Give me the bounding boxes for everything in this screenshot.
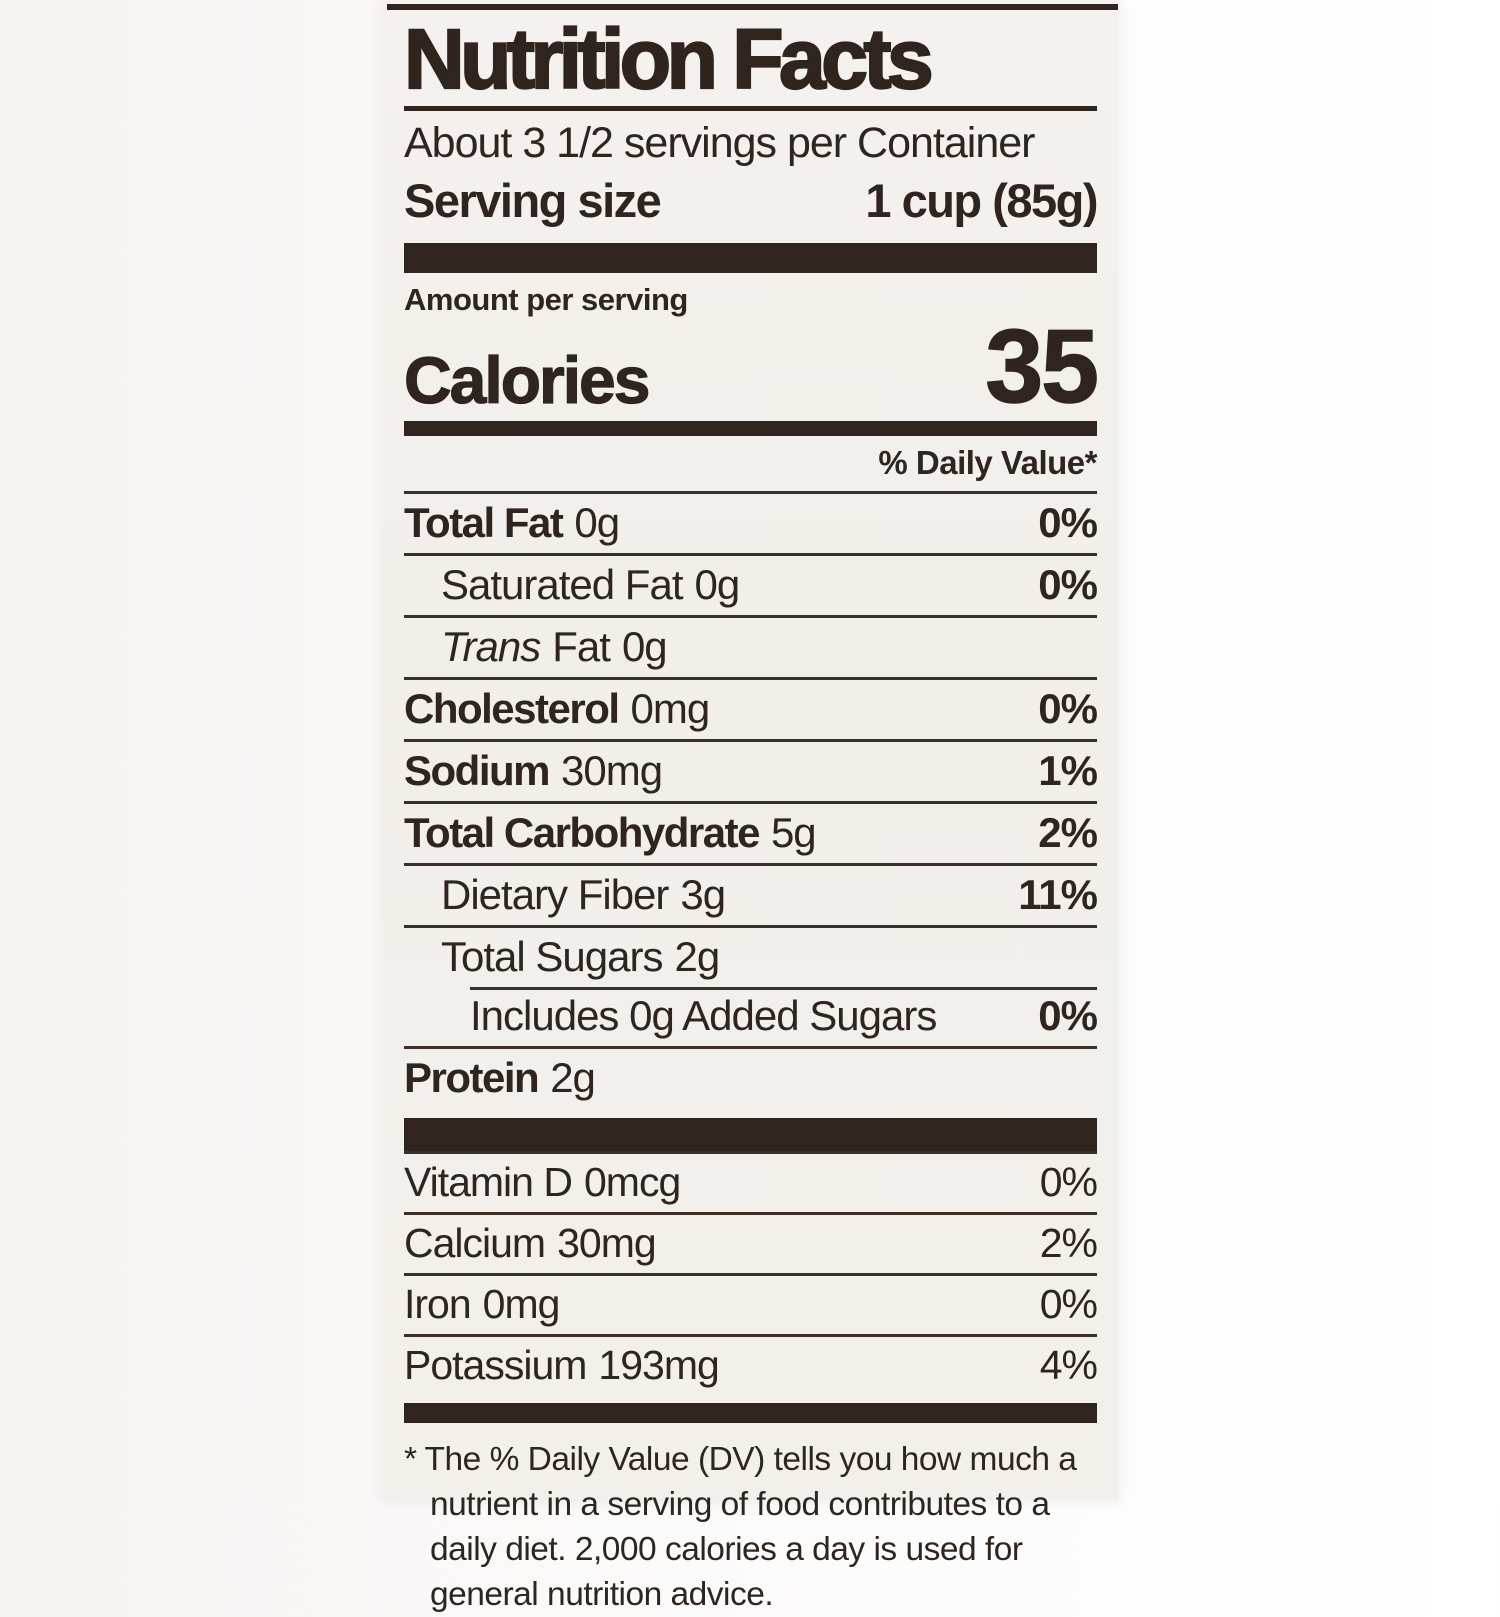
serving-size-row: Serving size 1 cup (85g)	[404, 173, 1098, 229]
vitamin-name-group: Calcium 30mg	[404, 1220, 657, 1266]
nutrient-daily-value: 1%	[1038, 747, 1098, 794]
nutrient-row-saturated-fat: Saturated Fat 0g 0%	[404, 553, 1098, 615]
vitamin-amount: 0mcg	[583, 1159, 681, 1205]
nutrient-amount: 2g	[674, 933, 720, 980]
vitamin-name: Calcium	[404, 1220, 546, 1266]
nutrient-amount: 30mg	[561, 747, 663, 794]
calories-label: Calories	[403, 343, 651, 417]
nutrient-row-trans-fat: Trans Fat 0g	[404, 615, 1097, 677]
nutrient-daily-value: 0%	[1038, 499, 1098, 546]
vitamin-row-calcium: Calcium 30mg 2%	[404, 1212, 1098, 1273]
nutrient-name-group: Saturated Fat 0g	[404, 561, 740, 608]
nutrient-row-total-fat: Total Fat 0g 0%	[404, 491, 1098, 553]
servings-per-container: About 3 1/2 servings per Container	[404, 119, 1036, 167]
label-top-rule	[387, 4, 1118, 10]
section-divider-bar-footnote	[404, 1403, 1097, 1423]
daily-value-footnote: * The % Daily Value (DV) tells you how mu…	[404, 1437, 1098, 1617]
calories-value: 35	[985, 309, 1100, 425]
nutrient-row-added-sugars: Includes 0g Added Sugars 0%	[404, 987, 1098, 1046]
nutrient-row-total-carbohydrate: Total Carbohydrate 5g 2%	[404, 801, 1098, 863]
nutrition-facts-title: Nutrition Facts	[403, 12, 935, 106]
vitamin-name-group: Vitamin D 0mcg	[404, 1159, 681, 1205]
amount-per-serving-label: Amount per serving	[404, 282, 688, 317]
vitamin-daily-value: 2%	[1039, 1220, 1098, 1266]
nutrient-amount: 0g	[621, 623, 668, 670]
nutrient-daily-value: 11%	[1018, 871, 1098, 918]
nutrient-name: Cholesterol	[404, 685, 620, 732]
nutrient-name: Fat	[552, 623, 611, 670]
vitamin-amount: 30mg	[557, 1220, 657, 1266]
nutrient-name: Total Carbohydrate	[404, 809, 760, 856]
nutrient-name: Protein	[404, 1054, 540, 1101]
nutrient-name: Includes 0g Added Sugars	[470, 992, 937, 1039]
nutrient-row-cholesterol: Cholesterol 0mg 0%	[404, 677, 1098, 739]
vitamin-name: Vitamin D	[404, 1159, 573, 1205]
vitamin-name: Potassium	[404, 1342, 587, 1388]
nutrient-amount: 0g	[574, 499, 620, 546]
nutrient-name-italic: Trans	[441, 623, 541, 670]
section-divider-bar-vitamins	[404, 1118, 1097, 1151]
title-underline	[404, 106, 1097, 111]
nutrient-daily-value: 2%	[1038, 809, 1098, 856]
vitamin-row-potassium: Potassium 193mg 4%	[404, 1334, 1098, 1395]
nutrient-amount: 5g	[770, 809, 817, 856]
nutrient-amount: 0mg	[630, 685, 711, 732]
nutrient-name-group: Total Fat 0g	[404, 499, 620, 546]
section-divider-bar-top	[404, 243, 1097, 273]
nutrient-row-protein: Protein 2g	[404, 1046, 1097, 1108]
footnote-text: The % Daily Value (DV) tells you how muc…	[424, 1441, 1077, 1613]
vitamin-daily-value: 4%	[1039, 1342, 1098, 1388]
nutrient-name: Sodium	[404, 747, 551, 794]
vitamin-name: Iron	[404, 1281, 472, 1327]
nutrition-facts-label: Nutrition Facts About 3 1/2 servings per…	[383, 0, 1118, 1613]
nutrient-name-group: Dietary Fiber 3g	[404, 871, 726, 918]
nutrient-row-sodium: Sodium 30mg 1%	[404, 739, 1098, 801]
nutrient-amount: 2g	[550, 1054, 596, 1101]
vitamin-row-vitamin-d: Vitamin D 0mcg 0%	[404, 1151, 1098, 1212]
nutrient-name: Saturated Fat	[441, 561, 683, 608]
nutrient-amount: 3g	[680, 871, 726, 918]
nutrient-name: Total Sugars	[441, 933, 663, 980]
nutrient-name-group: Total Sugars 2g	[404, 933, 720, 980]
nutrient-daily-value: 0%	[1038, 685, 1098, 732]
nutrient-name-group: Trans Fat 0g	[404, 623, 668, 670]
vitamin-amount: 0mg	[482, 1281, 561, 1327]
nutrient-name-group: Cholesterol 0mg	[404, 685, 711, 732]
vitamin-name-group: Iron 0mg	[404, 1281, 561, 1327]
nutrient-name: Dietary Fiber	[441, 871, 669, 918]
indented-rule	[470, 987, 1097, 990]
nutrient-daily-value: 0%	[1038, 561, 1098, 608]
vitamin-name-group: Potassium 193mg	[404, 1342, 720, 1388]
nutrient-name-group: Includes 0g Added Sugars	[404, 992, 937, 1039]
nutrient-row-dietary-fiber: Dietary Fiber 3g 11%	[404, 863, 1098, 925]
nutrient-name-group: Sodium 30mg	[404, 747, 663, 794]
daily-value-header: % Daily Value*	[878, 444, 1097, 481]
serving-size-value: 1 cup (85g)	[865, 174, 1098, 227]
vitamin-amount: 193mg	[598, 1342, 719, 1388]
vitamin-daily-value: 0%	[1039, 1159, 1098, 1205]
nutrient-name-group: Protein 2g	[404, 1054, 596, 1101]
vitamin-daily-value: 0%	[1039, 1281, 1098, 1327]
calories-row: Calories 35	[403, 309, 1100, 425]
calories-divider-bar	[404, 421, 1097, 436]
nutrient-daily-value: 0%	[1038, 992, 1098, 1039]
vitamin-row-iron: Iron 0mg 0%	[404, 1273, 1098, 1334]
nutrient-row-total-sugars: Total Sugars 2g	[404, 925, 1097, 987]
footnote-asterisk: *	[404, 1441, 417, 1478]
nutrient-name: Total Fat	[404, 499, 564, 546]
serving-size-label: Serving size	[404, 174, 662, 227]
nutrient-name-group: Total Carbohydrate 5g	[404, 809, 817, 856]
nutrient-amount: 0g	[694, 561, 740, 608]
